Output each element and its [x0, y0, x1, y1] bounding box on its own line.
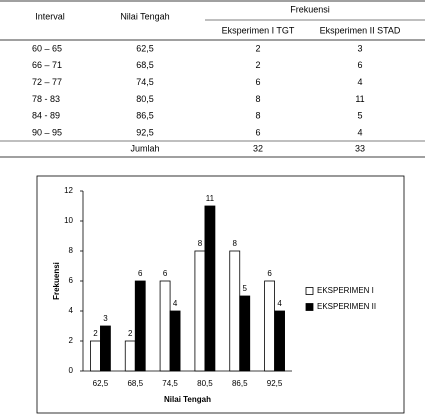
- table-cell: 84 - 89: [32, 111, 60, 121]
- table-cell: 66 – 71: [32, 60, 62, 70]
- x-tick-label: 92,5: [267, 379, 283, 388]
- x-tick-label: 86,5: [232, 379, 248, 388]
- value-label: 6: [138, 269, 143, 278]
- y-axis-label: Frekuensi: [52, 262, 61, 300]
- table-header: Nilai Tengah: [120, 11, 169, 21]
- x-axis-label: Nilai Tengah: [164, 395, 211, 404]
- x-tick-label: 68,5: [127, 379, 143, 388]
- table-cell: 86,5: [136, 111, 154, 121]
- y-tick-label: 10: [64, 216, 73, 225]
- value-label: 2: [93, 329, 98, 338]
- y-tick-label: 8: [69, 246, 74, 255]
- table-cell: 68,5: [136, 60, 154, 70]
- legend-swatch: [305, 287, 314, 295]
- value-label: 8: [233, 239, 238, 248]
- table-cell: 62,5: [136, 43, 154, 53]
- y-tick-label: 2: [69, 336, 74, 345]
- bar: [90, 340, 101, 372]
- value-label: 6: [163, 269, 168, 278]
- legend-swatch: [305, 303, 314, 311]
- legend-label: EKSPERIMEN I: [317, 286, 374, 295]
- value-label: 8: [198, 239, 203, 248]
- table-subheader: Eksperimen II STAD: [320, 25, 401, 35]
- bar: [264, 280, 275, 372]
- value-label: 4: [277, 299, 282, 308]
- table-cell: 2: [255, 60, 260, 70]
- x-tick-label: 74,5: [162, 379, 178, 388]
- chart: 0 2 4 6 8 10 12 62,5 68,5 74,5 80,5 86,5 92,5 2 2 6 8 8 6 3…: [36, 175, 405, 414]
- table: Interval Nilai Tengah Frekuensi Eksperimen …: [0, 0, 425, 158]
- y-tick-label: 6: [69, 276, 74, 285]
- bar: [159, 280, 171, 372]
- table-total: Jumlah: [130, 143, 159, 153]
- table-total: 33: [355, 143, 365, 153]
- table-cell: 4: [357, 127, 362, 137]
- value-label: 5: [243, 284, 248, 293]
- table-cell: 92,5: [136, 127, 154, 137]
- table-cell: 72 – 77: [32, 77, 62, 87]
- table-cell: 11: [355, 94, 364, 104]
- value-label: 2: [128, 329, 133, 338]
- table-header: Interval: [35, 11, 65, 21]
- table-cell: 8: [255, 111, 260, 121]
- table-cell: 90 – 95: [32, 127, 62, 137]
- value-label: 11: [206, 194, 215, 203]
- table-cell: 3: [357, 43, 362, 53]
- bar: [274, 310, 285, 372]
- y-tick-label: 12: [64, 186, 73, 195]
- bar: [239, 295, 251, 372]
- bar: [134, 280, 146, 372]
- x-tick-label: 62,5: [93, 379, 109, 388]
- value-label: 6: [267, 269, 272, 278]
- table-cell: 60 – 65: [32, 43, 62, 53]
- table-cell: 4: [357, 77, 362, 87]
- table-subheader: Eksperimen I TGT: [222, 25, 295, 35]
- table-cell: 2: [255, 43, 260, 53]
- legend-label: EKSPERIMEN II: [317, 302, 376, 311]
- table-cell: 6: [255, 77, 260, 87]
- table-cell: 78 - 83: [32, 94, 60, 104]
- x-tick-label: 80,5: [197, 379, 213, 388]
- value-label: 3: [103, 314, 108, 323]
- bar: [169, 310, 181, 372]
- bar: [229, 250, 241, 372]
- table-cell: 6: [357, 60, 362, 70]
- table-cell: 6: [255, 127, 260, 137]
- table-cell: 74,5: [136, 77, 154, 87]
- bar: [194, 250, 206, 372]
- chart-frame: [36, 175, 405, 414]
- table-header: Frekuensi: [290, 4, 330, 14]
- table-total: 32: [253, 143, 263, 153]
- table-cell: 5: [357, 111, 362, 121]
- value-label: 4: [173, 299, 178, 308]
- y-tick-label: 4: [69, 306, 74, 315]
- y-tick-label: 0: [69, 366, 74, 375]
- table-cell: 8: [255, 94, 260, 104]
- bar: [204, 205, 216, 372]
- bar: [124, 340, 136, 372]
- bar: [100, 325, 111, 372]
- table-cell: 80,5: [136, 94, 154, 104]
